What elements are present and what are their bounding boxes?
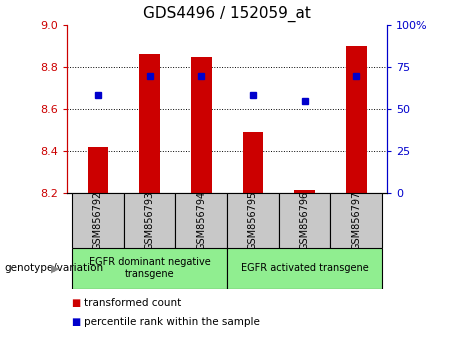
Title: GDS4496 / 152059_at: GDS4496 / 152059_at — [143, 6, 311, 22]
Bar — [242, 132, 263, 193]
Text: GSM856792: GSM856792 — [93, 191, 103, 250]
Text: ▶: ▶ — [52, 263, 60, 273]
Text: ■: ■ — [71, 317, 81, 327]
Text: GSM856797: GSM856797 — [351, 191, 361, 250]
Bar — [139, 54, 160, 193]
Bar — [294, 190, 315, 193]
Text: GSM856794: GSM856794 — [196, 191, 206, 250]
Text: genotype/variation: genotype/variation — [5, 263, 104, 273]
Bar — [191, 57, 212, 193]
Bar — [175, 193, 227, 248]
Text: ■: ■ — [71, 298, 81, 308]
Text: percentile rank within the sample: percentile rank within the sample — [84, 317, 260, 327]
Text: GSM856795: GSM856795 — [248, 191, 258, 250]
Text: transformed count: transformed count — [84, 298, 182, 308]
Bar — [346, 46, 366, 193]
Bar — [72, 193, 124, 248]
Bar — [124, 193, 175, 248]
Bar — [331, 193, 382, 248]
Bar — [227, 193, 279, 248]
Bar — [227, 248, 382, 289]
Text: EGFR activated transgene: EGFR activated transgene — [241, 263, 368, 273]
Text: GSM856793: GSM856793 — [145, 191, 154, 250]
Bar — [88, 147, 108, 193]
Text: GSM856796: GSM856796 — [300, 191, 309, 250]
Bar — [279, 193, 331, 248]
Bar — [72, 248, 227, 289]
Text: EGFR dominant negative
transgene: EGFR dominant negative transgene — [89, 257, 210, 279]
